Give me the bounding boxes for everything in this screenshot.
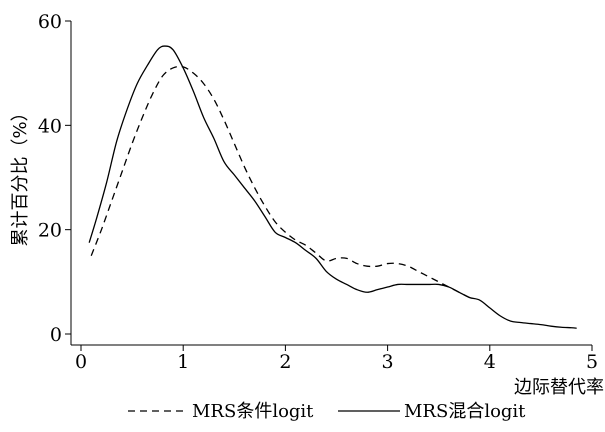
x-axis-label: 边际替代率 <box>514 377 604 398</box>
series-line-mrs-conditional-logit <box>90 65 470 299</box>
legend-label: MRS混合logit <box>404 401 526 422</box>
series-layer <box>88 45 577 329</box>
x-ticks: 0 1 2 3 4 5 <box>75 345 598 373</box>
x-tick-label: 4 <box>484 351 496 373</box>
y-tick-label: 40 <box>38 115 62 137</box>
x-tick-label: 0 <box>75 351 87 373</box>
legend-label: MRS条件logit <box>192 401 314 422</box>
axes <box>70 21 592 346</box>
x-tick-label: 5 <box>586 351 598 373</box>
x-tick-label: 1 <box>177 351 189 373</box>
y-axis-label: 累计百分比（%） <box>10 103 31 246</box>
x-tick-label: 2 <box>279 351 291 373</box>
series-line-mrs-mixed-logit <box>88 45 577 329</box>
y-ticks: 0 20 40 60 <box>38 11 71 346</box>
x-tick-label: 3 <box>382 351 394 373</box>
y-tick-label: 20 <box>38 220 62 242</box>
y-tick-label: 60 <box>38 11 62 33</box>
y-tick-label: 0 <box>50 324 62 346</box>
legend: MRS条件logit MRS混合logit <box>128 401 526 422</box>
